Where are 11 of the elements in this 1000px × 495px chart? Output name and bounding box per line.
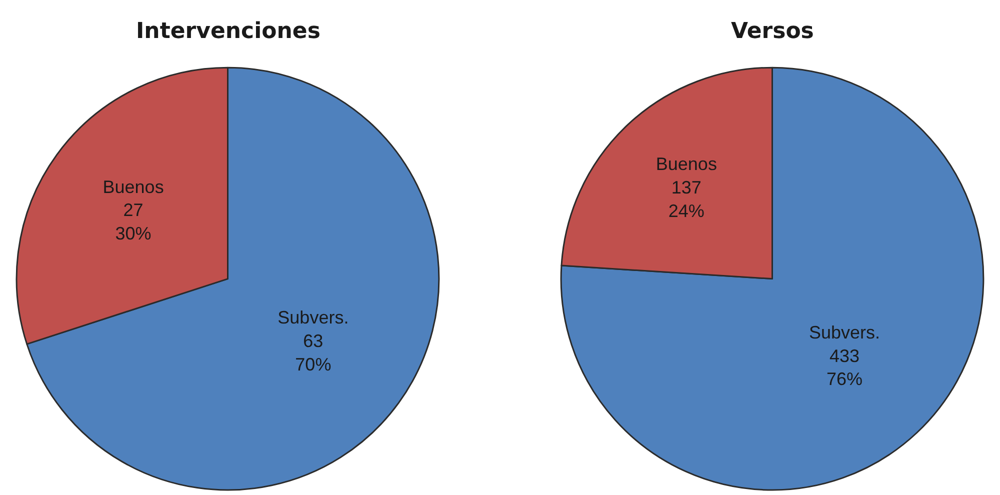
data-label: 63 70% <box>295 330 332 374</box>
chart-title: Intervenciones <box>136 19 320 44</box>
slice-label: Buenos <box>102 176 164 197</box>
slice-label: Buenos <box>656 154 717 174</box>
data-label: 137 24% <box>668 177 704 221</box>
data-label: 27 30% <box>115 200 152 244</box>
chart-title: Versos <box>731 19 814 44</box>
pie-slice <box>560 66 984 491</box>
slice-label: Subvers. <box>809 322 880 342</box>
data-label: 433 76% <box>826 346 863 390</box>
slice-label: Subvers. <box>278 307 349 328</box>
